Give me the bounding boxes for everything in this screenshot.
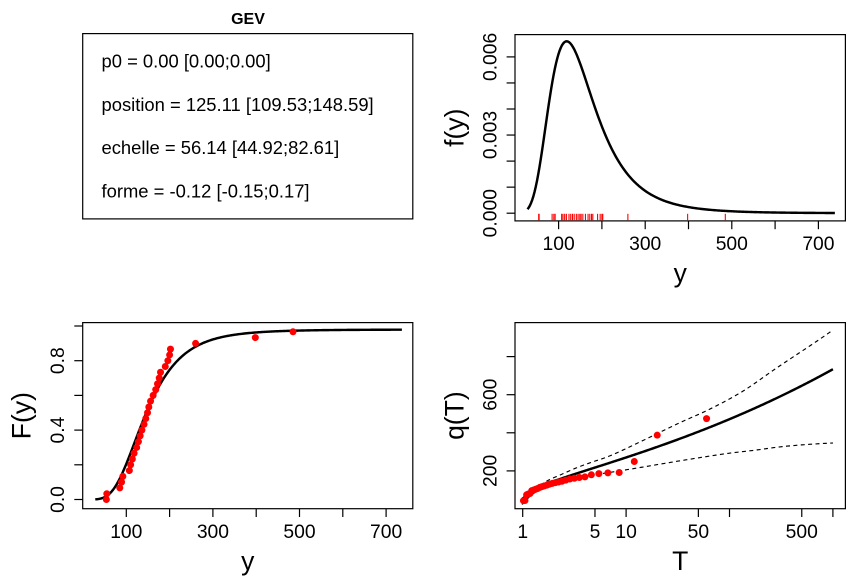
svg-text:50: 50: [688, 522, 709, 543]
svg-text:10: 10: [615, 522, 636, 543]
svg-text:700: 700: [802, 234, 834, 255]
svg-text:GEV: GEV: [231, 11, 265, 28]
svg-text:0.006: 0.006: [481, 33, 502, 81]
svg-text:0.003: 0.003: [481, 111, 502, 159]
svg-text:100: 100: [110, 522, 142, 543]
svg-text:300: 300: [197, 522, 229, 543]
svg-text:q(T): q(T): [439, 391, 469, 440]
svg-text:500: 500: [786, 522, 818, 543]
svg-text:echelle = 56.14 [44.92;82.61]: echelle = 56.14 [44.92;82.61]: [102, 137, 340, 158]
svg-text:0.4: 0.4: [48, 416, 69, 443]
svg-text:y: y: [674, 258, 688, 288]
svg-text:position = 125.11 [109.53;148.: position = 125.11 [109.53;148.59]: [102, 94, 374, 115]
svg-text:F(y): F(y): [6, 392, 36, 439]
svg-text:600: 600: [481, 379, 502, 411]
svg-text:0.0: 0.0: [48, 486, 69, 513]
svg-text:y: y: [241, 546, 255, 576]
svg-text:5: 5: [590, 522, 601, 543]
svg-text:500: 500: [283, 522, 315, 543]
svg-text:0.000: 0.000: [481, 189, 502, 237]
svg-text:1: 1: [517, 522, 528, 543]
svg-text:f(y): f(y): [439, 109, 469, 147]
svg-text:100: 100: [543, 234, 575, 255]
svg-text:300: 300: [629, 234, 661, 255]
svg-text:0.8: 0.8: [48, 347, 69, 374]
svg-text:p0 = 0.00 [0.00;0.00]: p0 = 0.00 [0.00;0.00]: [102, 51, 271, 72]
svg-text:700: 700: [370, 522, 402, 543]
svg-text:500: 500: [716, 234, 748, 255]
svg-text:200: 200: [481, 455, 502, 487]
svg-text:forme = -0.12 [-0.15;0.17]: forme = -0.12 [-0.15;0.17]: [102, 180, 310, 201]
svg-text:T: T: [672, 546, 688, 576]
